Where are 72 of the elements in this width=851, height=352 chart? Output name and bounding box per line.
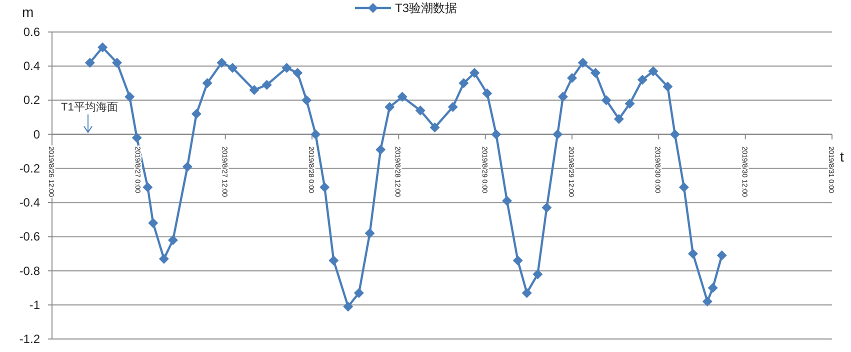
point (590, 68, 600, 78)
y-tick-label: 0.6 (23, 25, 40, 39)
point (384, 102, 395, 112)
point (228, 62, 238, 73)
point (532, 269, 543, 280)
point (415, 105, 426, 116)
point (648, 66, 658, 76)
point (558, 92, 568, 102)
point (578, 58, 588, 68)
point (614, 114, 624, 124)
x-axis-title: t (840, 148, 844, 164)
y-tick-label: -1 (29, 298, 40, 312)
point (112, 58, 122, 68)
point (320, 182, 330, 192)
point (124, 92, 135, 102)
point (262, 80, 272, 90)
legend-label: T3验潮数据 (395, 1, 458, 15)
point (567, 73, 577, 84)
point (670, 129, 680, 140)
legend: T3验潮数据 (355, 1, 458, 15)
point (249, 84, 260, 95)
point (708, 282, 718, 293)
point (98, 42, 108, 52)
point (601, 95, 612, 106)
point (482, 88, 492, 98)
y-tick-label: -1.2 (19, 332, 40, 346)
point (397, 92, 408, 102)
point (552, 129, 563, 140)
point (216, 58, 227, 68)
point (376, 144, 386, 155)
point (430, 122, 440, 133)
point (292, 68, 303, 78)
point (512, 256, 523, 266)
y-tick-label: 0 (33, 127, 40, 142)
point (678, 182, 689, 192)
point (470, 68, 480, 78)
y-tick-label: -0.4 (19, 196, 40, 210)
point (343, 302, 354, 312)
point (502, 196, 512, 206)
y-axis-title: m (22, 4, 34, 20)
y-tick-label: -0.2 (19, 161, 40, 176)
point (282, 62, 292, 73)
y-tick-label: 0.4 (23, 59, 40, 74)
y-tick-label: 0.2 (23, 93, 40, 108)
annotation: T1平均海面 (61, 101, 118, 114)
point (202, 78, 212, 88)
point (328, 256, 339, 266)
point (191, 108, 202, 119)
point (522, 288, 532, 298)
point (716, 250, 727, 260)
y-tick-label: -0.8 (19, 264, 40, 278)
point (354, 288, 364, 298)
point (458, 78, 469, 88)
point (637, 74, 648, 85)
point (448, 102, 458, 112)
point (182, 162, 192, 172)
point (688, 248, 698, 259)
point (364, 228, 375, 238)
point (132, 132, 142, 143)
point (702, 296, 712, 306)
point (662, 82, 673, 92)
point (542, 202, 552, 213)
point (142, 182, 153, 192)
point (302, 95, 312, 106)
point (148, 218, 158, 228)
point (84, 58, 95, 68)
point (624, 98, 635, 109)
point (158, 254, 169, 264)
point (491, 129, 502, 140)
point (310, 129, 321, 140)
point (168, 235, 178, 246)
y-tick-label: -0.6 (19, 230, 40, 244)
